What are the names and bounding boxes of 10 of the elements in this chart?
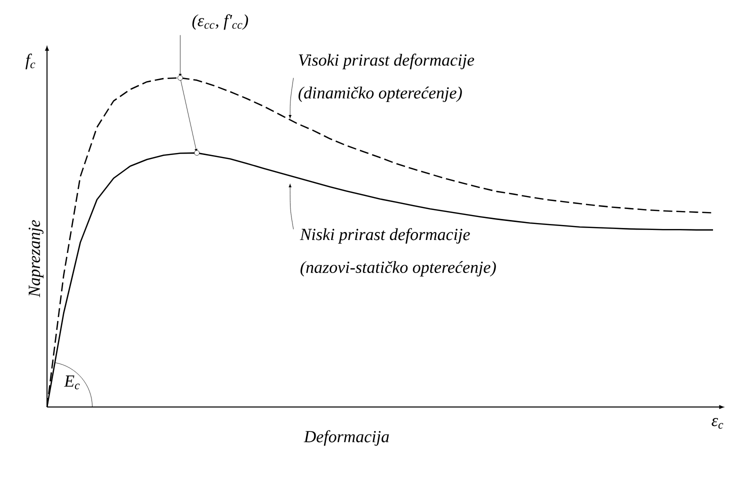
annotation: Niski prirast deformacije [300,228,470,244]
text: ε$_{c}$ [712,418,724,429]
annotation: (nazovi-statičko opterećenje) [300,261,496,276]
annotation: (dinamičko opterećenje) [298,86,462,102]
annotation: E$_{c}$ [64,376,80,390]
text: (ε$_{cc}$, f'$_{cc}$) [192,14,248,30]
text: f$_{c}$ [26,54,36,70]
text: Visoki prirast deformacije [298,54,474,70]
y-axis-title: Naprezanje [28,220,44,298]
x-axis-title: Deformacija [304,430,389,446]
